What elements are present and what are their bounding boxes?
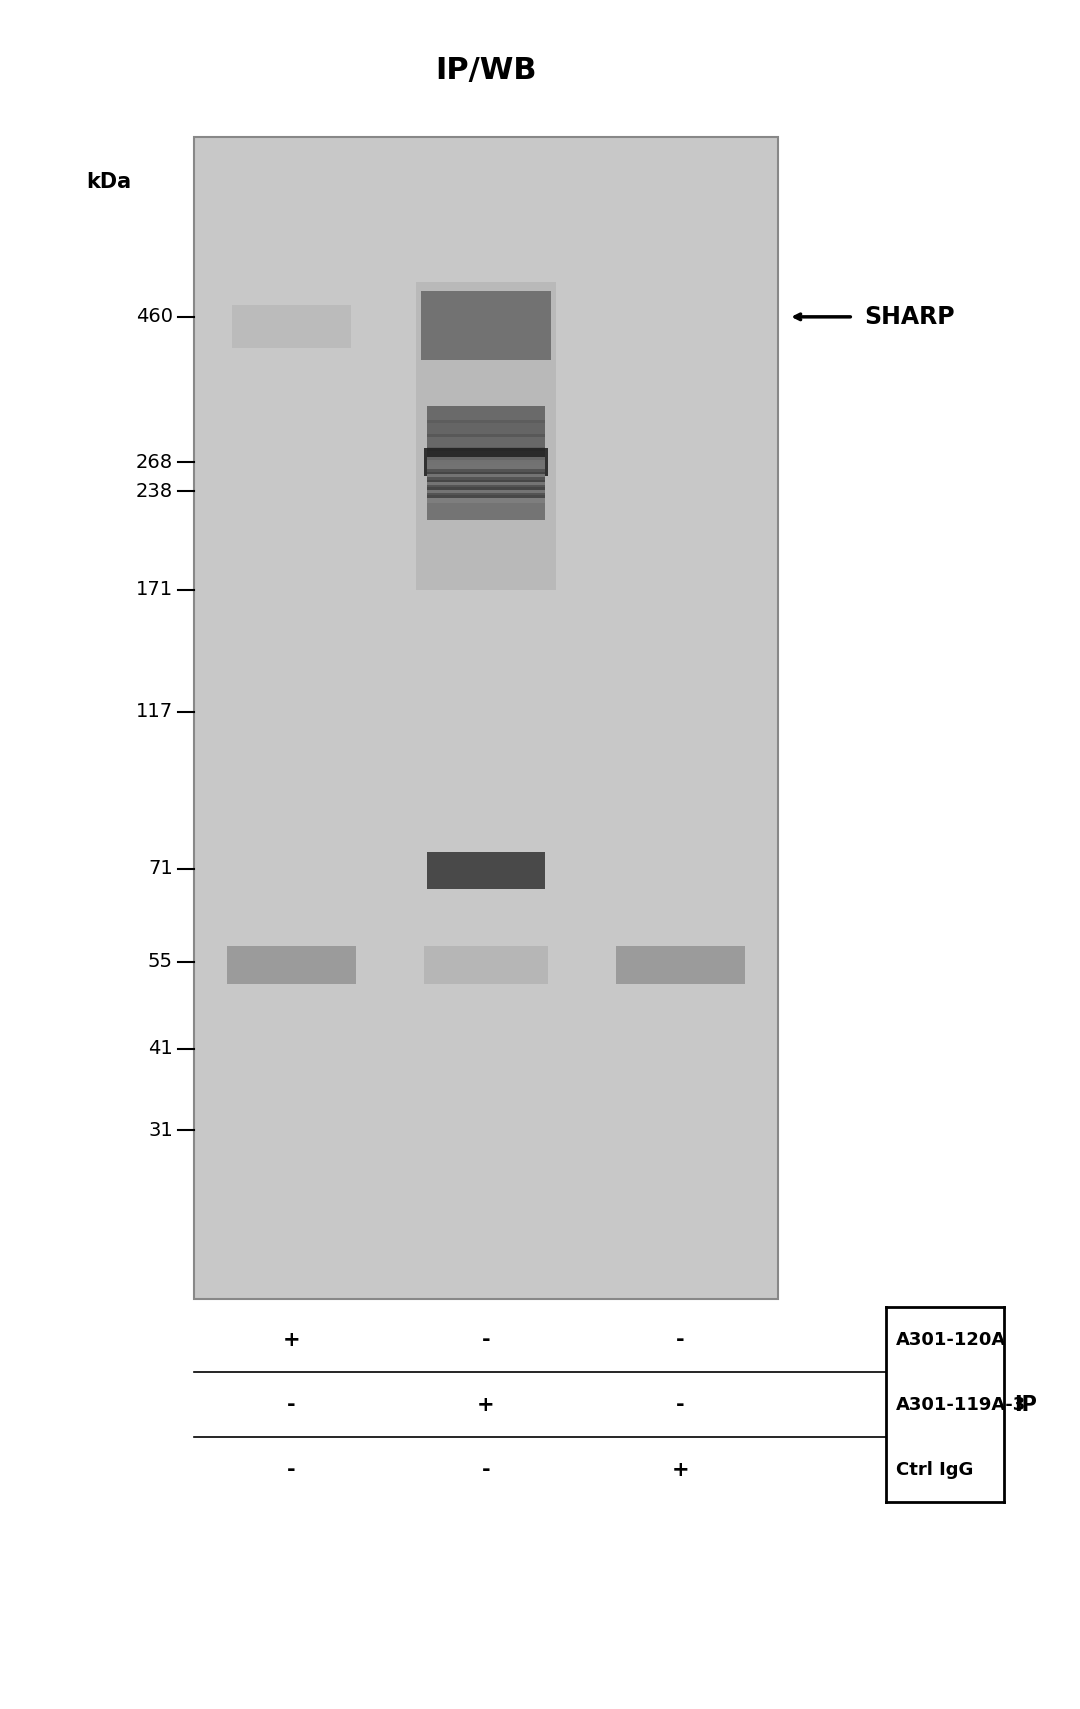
FancyBboxPatch shape bbox=[227, 947, 356, 984]
Text: +: + bbox=[672, 1459, 689, 1480]
Text: 238: 238 bbox=[136, 482, 173, 501]
FancyBboxPatch shape bbox=[416, 282, 556, 590]
Text: 41: 41 bbox=[148, 1039, 173, 1058]
FancyBboxPatch shape bbox=[427, 475, 545, 487]
Text: 71: 71 bbox=[148, 860, 173, 878]
Text: 460: 460 bbox=[136, 308, 173, 326]
FancyBboxPatch shape bbox=[424, 448, 548, 475]
FancyBboxPatch shape bbox=[427, 461, 545, 479]
Text: -: - bbox=[482, 1459, 490, 1480]
FancyBboxPatch shape bbox=[427, 485, 545, 497]
FancyBboxPatch shape bbox=[427, 448, 545, 465]
FancyBboxPatch shape bbox=[232, 304, 351, 347]
Text: A301-119A-3: A301-119A-3 bbox=[896, 1396, 1027, 1413]
Text: +: + bbox=[477, 1395, 495, 1415]
FancyBboxPatch shape bbox=[427, 420, 545, 438]
Text: +: + bbox=[283, 1330, 300, 1350]
FancyBboxPatch shape bbox=[427, 405, 545, 422]
Text: IP/WB: IP/WB bbox=[435, 56, 537, 85]
FancyBboxPatch shape bbox=[427, 473, 545, 485]
Text: 31: 31 bbox=[148, 1121, 173, 1140]
FancyBboxPatch shape bbox=[427, 489, 545, 506]
Text: -: - bbox=[287, 1395, 296, 1415]
FancyBboxPatch shape bbox=[427, 434, 545, 451]
FancyBboxPatch shape bbox=[427, 468, 545, 480]
Text: A301-120A: A301-120A bbox=[896, 1331, 1007, 1348]
FancyBboxPatch shape bbox=[427, 851, 545, 889]
Text: -: - bbox=[676, 1330, 685, 1350]
Text: 55: 55 bbox=[148, 952, 173, 971]
Text: -: - bbox=[482, 1330, 490, 1350]
FancyBboxPatch shape bbox=[427, 465, 545, 477]
FancyBboxPatch shape bbox=[427, 479, 545, 490]
Text: SHARP: SHARP bbox=[864, 304, 955, 328]
FancyBboxPatch shape bbox=[427, 484, 545, 496]
FancyBboxPatch shape bbox=[616, 947, 745, 984]
Text: 117: 117 bbox=[136, 702, 173, 721]
FancyBboxPatch shape bbox=[427, 470, 545, 482]
FancyBboxPatch shape bbox=[424, 947, 548, 984]
FancyBboxPatch shape bbox=[427, 456, 545, 468]
Text: -: - bbox=[676, 1395, 685, 1415]
Text: 171: 171 bbox=[136, 581, 173, 600]
FancyBboxPatch shape bbox=[427, 480, 545, 492]
FancyBboxPatch shape bbox=[427, 461, 545, 473]
FancyBboxPatch shape bbox=[194, 137, 778, 1299]
FancyBboxPatch shape bbox=[427, 460, 545, 472]
Text: Ctrl IgG: Ctrl IgG bbox=[896, 1461, 974, 1478]
Text: -: - bbox=[287, 1459, 296, 1480]
FancyBboxPatch shape bbox=[421, 291, 551, 359]
FancyBboxPatch shape bbox=[427, 475, 545, 492]
FancyBboxPatch shape bbox=[427, 502, 545, 520]
Text: kDa: kDa bbox=[86, 171, 132, 191]
Text: IP: IP bbox=[1014, 1395, 1038, 1415]
Text: 268: 268 bbox=[136, 453, 173, 472]
